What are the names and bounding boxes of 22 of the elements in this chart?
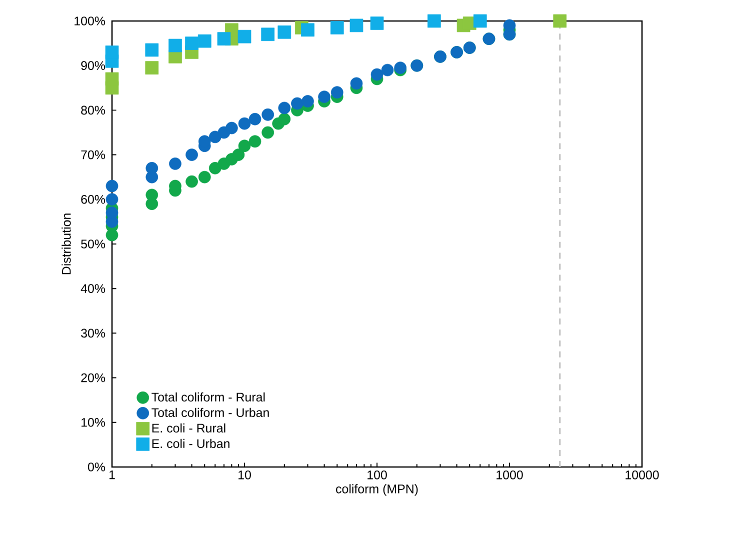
y-tick-label: 10%: [82, 418, 106, 427]
y-tick-label: 80%: [81, 106, 106, 115]
y-tick-label: 90%: [81, 61, 106, 70]
y-tick-label: 60%: [81, 194, 106, 204]
legend-label: E. coli - Urban: [152, 438, 230, 448]
y-tick-label: 100%: [74, 16, 106, 26]
y-tick-label: 70%: [81, 150, 106, 160]
x-tick-label: 10000: [626, 470, 659, 480]
x-tick-label: 10: [238, 470, 251, 480]
y-tick-label: 40%: [80, 284, 106, 293]
x-axis-title: coliform (MPN): [336, 484, 418, 496]
legend-label: Total coliform - Rural: [152, 392, 265, 402]
x-tick-label: 100: [368, 470, 387, 480]
legend-label: E. coli - Rural: [152, 423, 226, 433]
y-tick-label: 20%: [81, 373, 106, 382]
legend-label: Total coliform - Urban: [152, 408, 269, 418]
y-tick-label: 50%: [81, 240, 106, 248]
y-axis-title: Distribution: [62, 214, 71, 274]
y-tick-label: 0%: [88, 462, 106, 472]
x-tick-label: 1: [110, 470, 115, 480]
x-tick-label: 1000: [496, 470, 523, 480]
y-tick-label: 30%: [81, 328, 106, 338]
